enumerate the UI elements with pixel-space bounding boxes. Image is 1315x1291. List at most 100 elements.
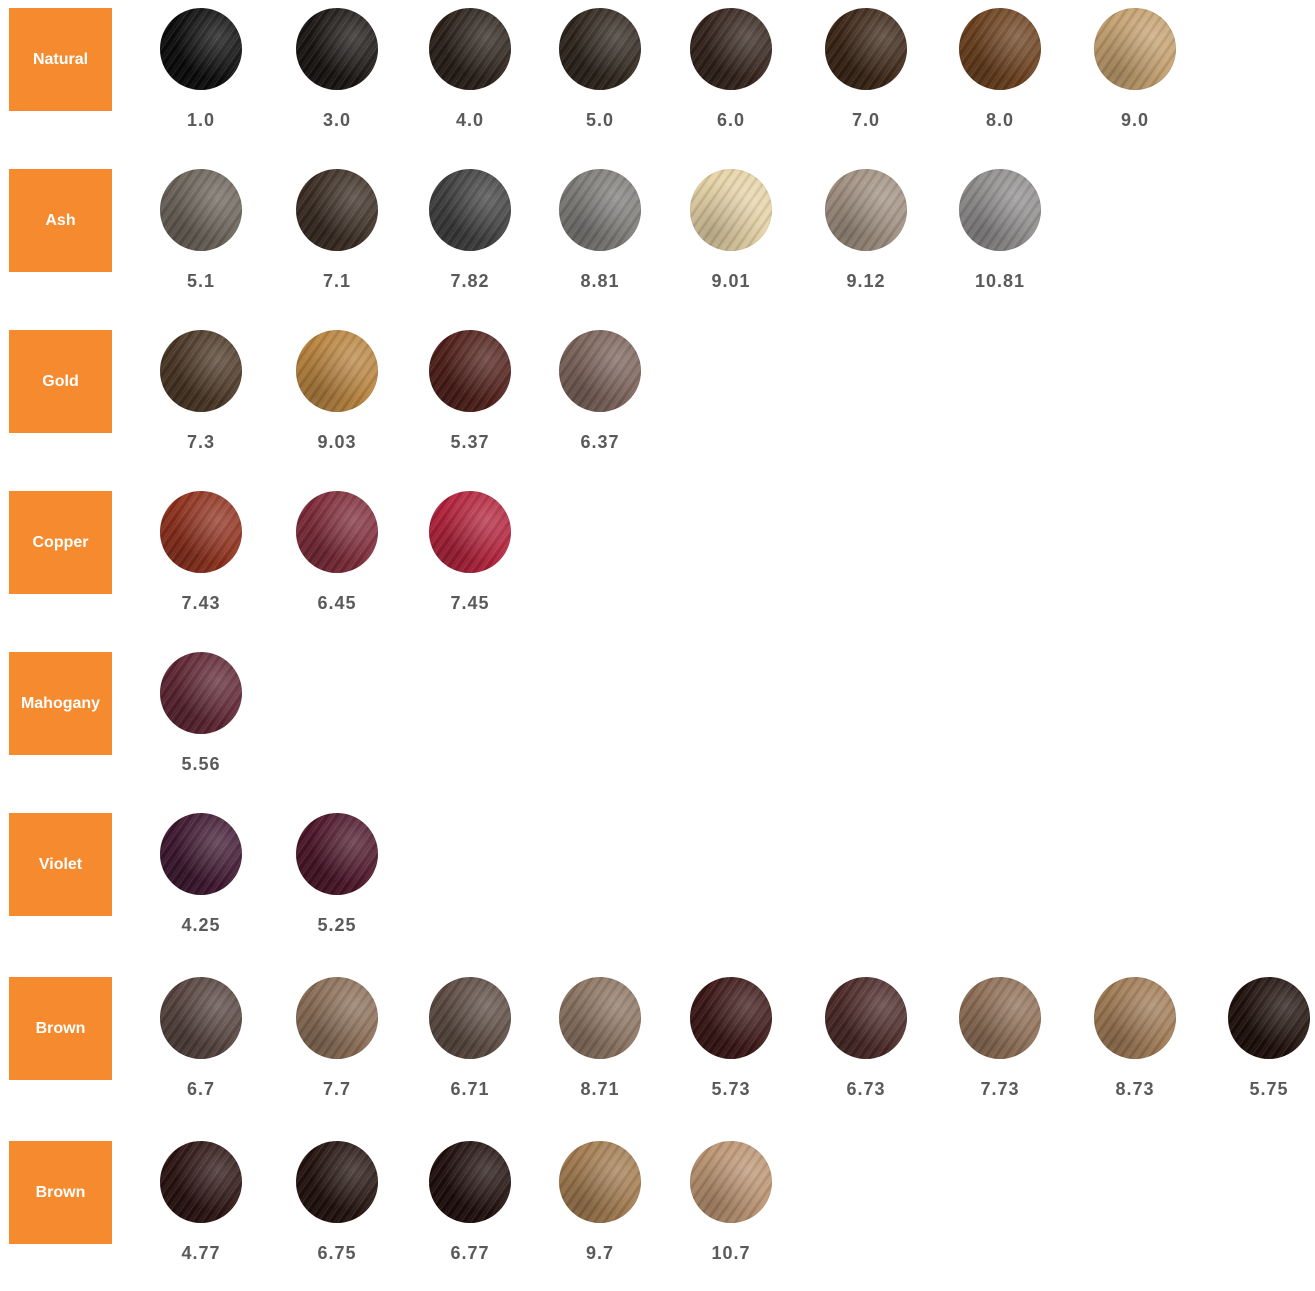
shade-code-label: 4.25 xyxy=(181,915,221,935)
shade-swatch-item[interactable]: 5.73 xyxy=(671,977,791,1127)
hair-color-swatch[interactable] xyxy=(559,8,641,90)
hair-color-swatch[interactable] xyxy=(690,977,772,1059)
family-tag-brown[interactable]: Brown xyxy=(9,1141,112,1244)
shade-swatch-item[interactable]: 7.82 xyxy=(410,169,530,319)
family-tag-brown[interactable]: Brown xyxy=(9,977,112,1080)
shade-swatch-item[interactable]: 5.56 xyxy=(141,652,261,802)
shade-swatch-item[interactable]: 4.0 xyxy=(410,8,530,158)
shade-swatch-item[interactable]: 6.0 xyxy=(671,8,791,158)
hair-color-swatch[interactable] xyxy=(429,330,511,412)
shade-swatch-item[interactable]: 5.37 xyxy=(410,330,530,480)
hair-color-swatch[interactable] xyxy=(296,330,378,412)
family-row-brown: Brown 6.7 7.7 6.71 8.71 5.73 6.73 7.73 8.73 5.75 xyxy=(0,977,1315,1127)
hair-color-swatch[interactable] xyxy=(825,169,907,251)
hair-color-swatch[interactable] xyxy=(429,169,511,251)
family-row-copper: Copper 7.43 6.45 7.45 xyxy=(0,491,1315,641)
shade-swatch-item[interactable]: 6.37 xyxy=(540,330,660,480)
shade-swatch-item[interactable]: 4.25 xyxy=(141,813,261,963)
shade-swatch-item[interactable]: 8.0 xyxy=(940,8,1060,158)
shade-swatch-item[interactable]: 7.1 xyxy=(277,169,397,319)
shade-swatch-item[interactable]: 9.7 xyxy=(540,1141,660,1291)
hair-color-swatch[interactable] xyxy=(690,169,772,251)
hair-color-swatch[interactable] xyxy=(825,977,907,1059)
shade-swatch-item[interactable]: 6.75 xyxy=(277,1141,397,1291)
shade-code-label: 9.0 xyxy=(1120,110,1150,130)
shade-swatch-item[interactable]: 6.45 xyxy=(277,491,397,641)
family-tag-violet[interactable]: Violet xyxy=(9,813,112,916)
hair-color-swatch[interactable] xyxy=(1094,977,1176,1059)
family-tag-natural[interactable]: Natural xyxy=(9,8,112,111)
hair-color-swatch[interactable] xyxy=(690,8,772,90)
shade-code-label: 6.7 xyxy=(186,1079,216,1099)
shade-swatch-item[interactable]: 8.73 xyxy=(1075,977,1195,1127)
shade-swatch-item[interactable]: 1.0 xyxy=(141,8,261,158)
hair-color-swatch[interactable] xyxy=(160,8,242,90)
hair-color-swatch[interactable] xyxy=(160,330,242,412)
shade-swatch-item[interactable]: 9.01 xyxy=(671,169,791,319)
shade-swatch-item[interactable]: 4.77 xyxy=(141,1141,261,1291)
family-tag-copper[interactable]: Copper xyxy=(9,491,112,594)
family-tag-mahogany[interactable]: Mahogany xyxy=(9,652,112,755)
shade-code-label: 8.73 xyxy=(1115,1079,1155,1099)
shade-swatch-item[interactable]: 5.1 xyxy=(141,169,261,319)
shade-swatch-item[interactable]: 10.7 xyxy=(671,1141,791,1291)
shade-swatch-item[interactable]: 5.25 xyxy=(277,813,397,963)
shade-code-label: 8.71 xyxy=(580,1079,620,1099)
hair-color-swatch[interactable] xyxy=(959,8,1041,90)
hair-color-swatch[interactable] xyxy=(825,8,907,90)
shade-swatch-item[interactable]: 9.03 xyxy=(277,330,397,480)
shade-swatch-item[interactable]: 7.3 xyxy=(141,330,261,480)
hair-color-swatch[interactable] xyxy=(429,491,511,573)
shade-swatch-item[interactable]: 7.43 xyxy=(141,491,261,641)
shade-code-label: 3.0 xyxy=(322,110,352,130)
shade-swatch-item[interactable]: 6.77 xyxy=(410,1141,530,1291)
hair-color-swatch[interactable] xyxy=(959,977,1041,1059)
shade-swatch-item[interactable]: 6.73 xyxy=(806,977,926,1127)
hair-color-swatch[interactable] xyxy=(559,169,641,251)
shade-swatch-item[interactable]: 7.7 xyxy=(277,977,397,1127)
hair-color-swatch[interactable] xyxy=(296,491,378,573)
hair-color-swatch[interactable] xyxy=(160,169,242,251)
hair-color-swatch[interactable] xyxy=(296,977,378,1059)
hair-color-swatch[interactable] xyxy=(296,1141,378,1223)
hair-color-swatch[interactable] xyxy=(1228,977,1310,1059)
hair-color-swatch[interactable] xyxy=(160,813,242,895)
hair-color-swatch[interactable] xyxy=(429,977,511,1059)
hair-color-swatch[interactable] xyxy=(1094,8,1176,90)
hair-color-swatch[interactable] xyxy=(559,330,641,412)
shade-swatch-item[interactable]: 9.0 xyxy=(1075,8,1195,158)
shade-swatch-item[interactable]: 8.81 xyxy=(540,169,660,319)
shade-code-label: 6.77 xyxy=(450,1243,490,1263)
shade-swatch-item[interactable]: 9.12 xyxy=(806,169,926,319)
family-tag-gold[interactable]: Gold xyxy=(9,330,112,433)
hair-color-swatch[interactable] xyxy=(429,8,511,90)
shade-swatch-item[interactable]: 10.81 xyxy=(940,169,1060,319)
shade-code-label: 5.25 xyxy=(317,915,357,935)
hair-color-swatch[interactable] xyxy=(296,8,378,90)
hair-color-swatch[interactable] xyxy=(690,1141,772,1223)
shade-swatch-item[interactable]: 5.0 xyxy=(540,8,660,158)
shade-swatch-item[interactable]: 5.75 xyxy=(1209,977,1315,1127)
shade-swatch-item[interactable]: 7.0 xyxy=(806,8,926,158)
hair-color-swatch[interactable] xyxy=(160,652,242,734)
shade-code-label: 5.56 xyxy=(181,754,221,774)
hair-color-swatch[interactable] xyxy=(160,1141,242,1223)
shade-swatch-item[interactable]: 7.45 xyxy=(410,491,530,641)
hair-color-swatch[interactable] xyxy=(429,1141,511,1223)
shade-swatch-item[interactable]: 6.7 xyxy=(141,977,261,1127)
shade-swatch-item[interactable]: 7.73 xyxy=(940,977,1060,1127)
hair-color-swatch[interactable] xyxy=(559,977,641,1059)
hair-color-swatch[interactable] xyxy=(160,491,242,573)
shade-swatch-item[interactable]: 3.0 xyxy=(277,8,397,158)
hair-color-swatch[interactable] xyxy=(559,1141,641,1223)
shade-code-label: 6.71 xyxy=(450,1079,490,1099)
shade-code-label: 5.1 xyxy=(186,271,216,291)
hair-color-swatch[interactable] xyxy=(160,977,242,1059)
shade-code-label: 9.7 xyxy=(585,1243,615,1263)
hair-color-swatch[interactable] xyxy=(296,169,378,251)
hair-color-swatch[interactable] xyxy=(296,813,378,895)
family-tag-ash[interactable]: Ash xyxy=(9,169,112,272)
shade-swatch-item[interactable]: 6.71 xyxy=(410,977,530,1127)
hair-color-swatch[interactable] xyxy=(959,169,1041,251)
shade-swatch-item[interactable]: 8.71 xyxy=(540,977,660,1127)
